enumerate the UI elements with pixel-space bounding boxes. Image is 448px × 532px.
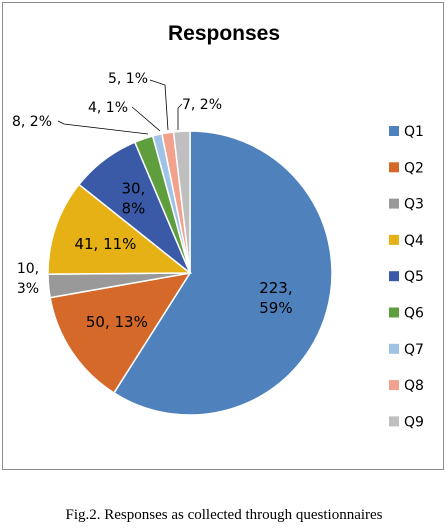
legend-label-q4: Q4 — [404, 233, 424, 249]
pie-chart: Responses 223, 59% 50, 13% 10, 3% 41, 11% 30, 8… — [12, 22, 424, 430]
legend-swatch-q7 — [389, 343, 399, 354]
pie-slice-q1 — [112, 130, 333, 416]
data-label-q3: 10, 3% — [17, 261, 39, 297]
legend-label-q5: Q5 — [404, 269, 424, 285]
legend-label-q2: Q2 — [404, 160, 424, 176]
pie-slice-q2 — [49, 271, 192, 394]
data-label-q4: 41, 11% — [74, 235, 136, 253]
data-label-q1: 223, 59% — [259, 279, 292, 317]
data-label-q5: 30, 8% — [121, 179, 145, 217]
pie-slices — [47, 130, 333, 416]
data-label-q2: 50, 13% — [86, 313, 148, 331]
leader-line-q9 — [177, 103, 183, 130]
leader-line-q8 — [149, 79, 169, 131]
data-labels: 223, 59% 50, 13% 10, 3% 41, 11% 30, 8% 8, 2% 4, 1… — [12, 71, 293, 331]
legend-swatch-q1 — [389, 126, 399, 136]
figure-caption: Fig.2. Responses as collected through qu… — [65, 507, 383, 523]
legend-label-q8: Q8 — [404, 378, 424, 394]
legend-swatch-q2 — [389, 162, 399, 173]
legend-swatch-q8 — [389, 380, 399, 391]
leader-lines — [57, 79, 183, 135]
pie-slice-q9 — [172, 130, 191, 274]
legend-swatch-q9 — [389, 416, 399, 427]
legend-label-q6: Q6 — [404, 306, 424, 322]
data-label-q9: 7, 2% — [182, 97, 222, 113]
leader-line-q6 — [57, 120, 149, 135]
pie-slice-q4 — [47, 183, 193, 275]
legend-label-q1: Q1 — [404, 124, 424, 140]
data-label-q7: 4, 1% — [88, 100, 128, 116]
legend-label-q7: Q7 — [404, 342, 424, 358]
legend-label-q9: Q9 — [404, 414, 424, 430]
chart-title: Responses — [168, 22, 280, 45]
legend-swatch-q6 — [389, 307, 399, 318]
legend-label-q3: Q3 — [404, 197, 424, 213]
legend-swatch-q4 — [389, 234, 399, 245]
leader-line-q7 — [131, 106, 161, 132]
legend-swatch-q5 — [389, 271, 399, 282]
data-label-q6: 8, 2% — [12, 114, 52, 130]
legend-swatch-q3 — [389, 198, 399, 209]
data-label-q8: 5, 1% — [108, 71, 148, 87]
legend: Q1 Q2 Q3 Q4 Q5 Q6 Q7 Q8 Q9 — [389, 124, 424, 430]
